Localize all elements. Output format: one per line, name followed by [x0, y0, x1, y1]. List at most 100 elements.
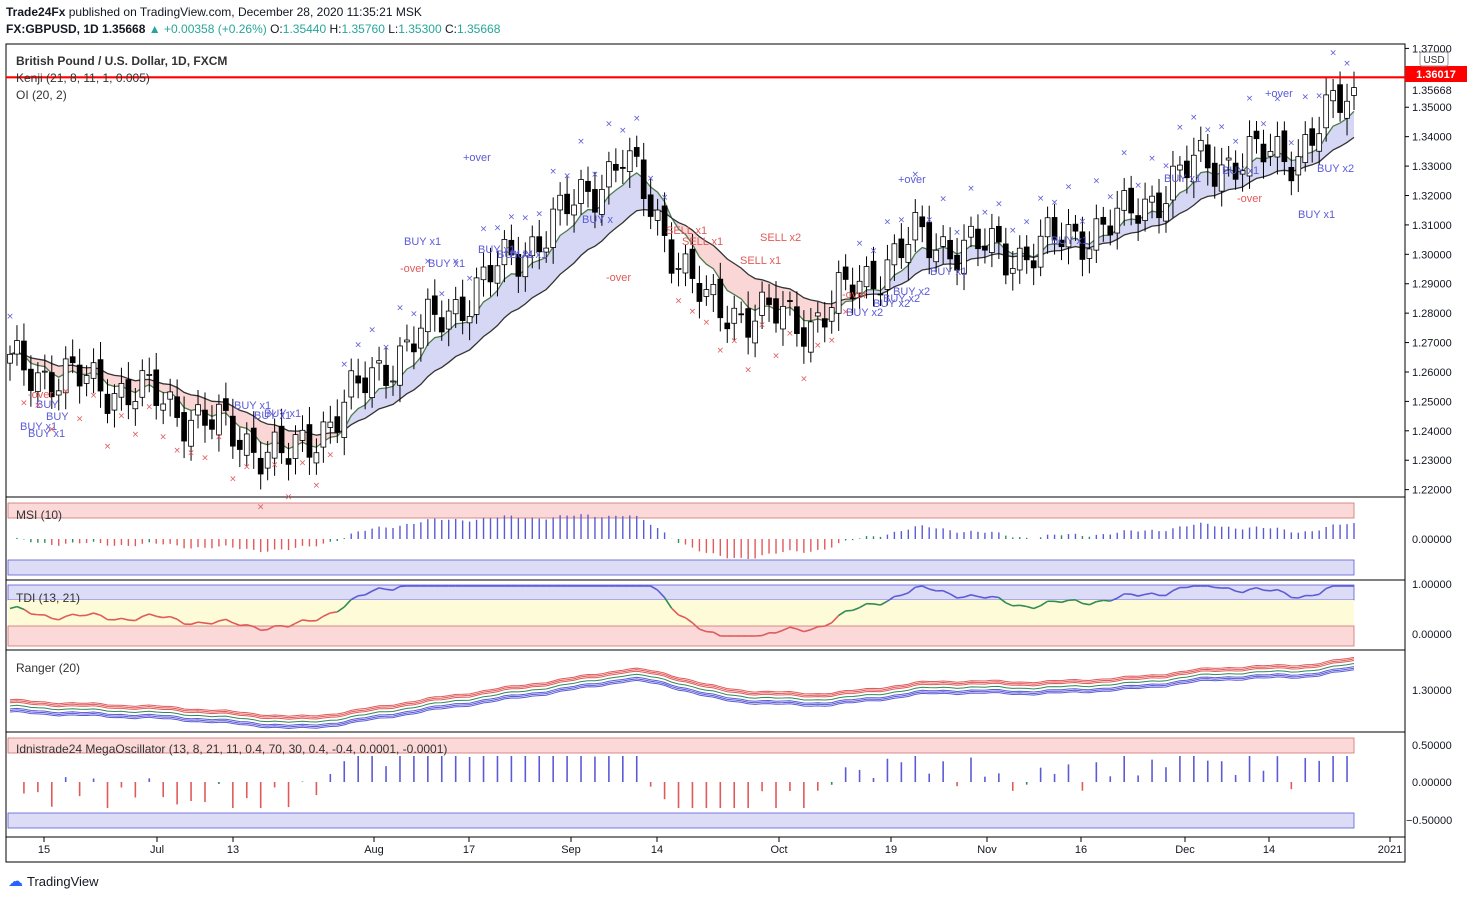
cloud-segment: [1040, 111, 1354, 256]
footer-brand[interactable]: ☁ TradingView: [8, 872, 99, 890]
candle: [529, 225, 536, 269]
tdi-line: [810, 625, 819, 631]
candle: [745, 291, 751, 355]
time-tick-label: Jul: [150, 844, 164, 856]
tdi-line: [86, 612, 94, 617]
tdi-line: [712, 631, 721, 637]
candle: [285, 442, 292, 481]
signal-marker: ×: [689, 307, 697, 317]
tdi-line: [330, 611, 338, 614]
mega-y-tick-pos: 0.50000: [1412, 740, 1452, 752]
candle: [7, 345, 13, 381]
tdi-line: [894, 594, 902, 598]
candle: [1211, 146, 1218, 199]
candle: [236, 427, 243, 468]
signal-marker: ×: [1106, 193, 1114, 203]
candle: [501, 230, 508, 283]
time-tick-label: 19: [885, 844, 897, 856]
tdi-y-tick-0: 0.00000: [1412, 629, 1452, 641]
candle: [480, 252, 487, 297]
msi-upper-band: [7, 502, 1355, 519]
signal-label: BUY x1: [404, 236, 441, 248]
tdi-line: [921, 585, 930, 590]
candle: [710, 274, 717, 313]
tdi-line: [1089, 600, 1097, 606]
mega-lower-band: [7, 812, 1355, 829]
candle: [397, 337, 403, 403]
signal-marker: ×: [354, 341, 362, 351]
signal-marker: ×: [173, 446, 181, 456]
candle: [1239, 153, 1246, 192]
candle: [633, 135, 640, 168]
candle: [195, 389, 201, 429]
candle: [940, 225, 946, 264]
price-tick-label: 1.25000: [1412, 396, 1452, 408]
tdi-line: [817, 625, 825, 628]
price-tick-label: 1.27000: [1412, 338, 1452, 350]
signal-label: +over: [463, 152, 491, 164]
tdi-line: [1235, 590, 1243, 594]
signal-marker: ×: [884, 218, 892, 228]
signal-marker: ×: [313, 481, 321, 491]
tdi-line: [232, 622, 241, 627]
candle: [41, 354, 48, 390]
candle: [1156, 178, 1162, 234]
tdi-line: [1061, 599, 1069, 604]
signal-marker: ×: [34, 401, 42, 411]
candle: [35, 362, 41, 403]
candle: [626, 137, 633, 188]
signal-marker: ×: [62, 387, 70, 397]
candle: [787, 291, 793, 316]
signal-marker: ×: [20, 398, 28, 408]
signal-marker: ×: [1037, 194, 1045, 204]
signal-marker: ×: [438, 290, 446, 300]
tdi-line: [831, 614, 840, 624]
publisher-name: Trade24Fx: [6, 5, 66, 19]
tdi-line: [1283, 591, 1292, 599]
candle: [738, 301, 745, 324]
candle: [111, 384, 118, 428]
candle: [167, 378, 174, 417]
candle: [794, 291, 800, 347]
tdi-line: [1263, 589, 1271, 592]
candle: [1309, 117, 1316, 163]
signal-label: BUY x1: [428, 258, 465, 270]
candle: [1232, 150, 1239, 190]
tdi-line: [121, 617, 129, 621]
candle: [418, 314, 424, 362]
candle: [14, 325, 20, 366]
signal-marker: ×: [675, 297, 683, 307]
tdi-line: [942, 589, 951, 595]
msi-lower-band: [7, 559, 1355, 576]
signal-marker: ×: [104, 442, 112, 452]
tdi-line: [1137, 593, 1146, 597]
tdi-line: [1012, 604, 1020, 607]
currency-badge[interactable]: [1419, 51, 1449, 67]
up-arrow-icon: ▲: [148, 22, 161, 36]
tdi-line: [963, 594, 972, 598]
time-tick-label: 16: [1075, 844, 1087, 856]
signal-marker: ×: [758, 320, 766, 330]
resistance-price-tag: [1405, 66, 1467, 82]
last-price: 1.35668: [102, 22, 146, 36]
symbol-name: FX:GBPUSD, 1D: [6, 22, 99, 36]
candle: [807, 308, 814, 363]
tdi-line: [169, 615, 178, 620]
candle: [1051, 203, 1058, 255]
candle: [202, 392, 208, 443]
tdi-line: [907, 586, 916, 594]
signal-marker: ×: [772, 351, 780, 361]
candle: [90, 348, 97, 394]
signal-marker: ×: [271, 460, 279, 470]
candle: [870, 246, 877, 307]
published-text: published on TradingView.com, December 2…: [68, 5, 422, 19]
candle: [230, 398, 236, 459]
candle: [257, 441, 264, 490]
signal-marker: ×: [1148, 154, 1156, 164]
signal-marker: ×: [730, 337, 738, 347]
tdi-line: [929, 588, 937, 592]
price-tick-label: 1.24000: [1412, 426, 1452, 438]
tradingview-logo-icon: ☁: [8, 873, 23, 890]
signal-marker: ×: [981, 208, 989, 218]
